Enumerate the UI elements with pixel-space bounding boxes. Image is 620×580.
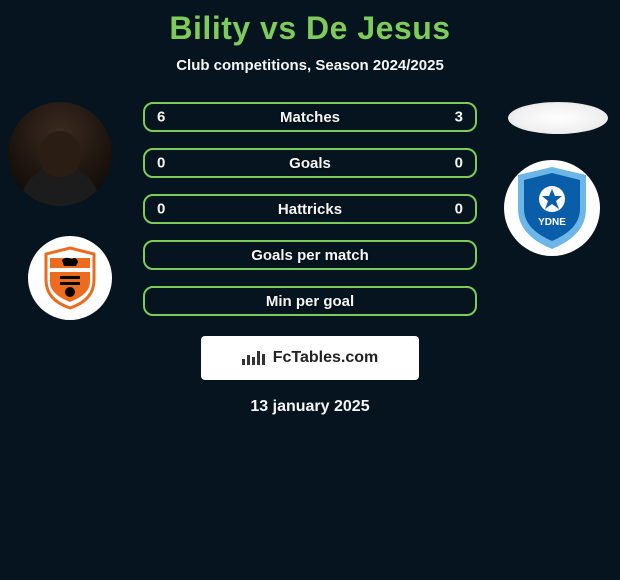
season-subtitle: Club competitions, Season 2024/2025 bbox=[0, 57, 620, 74]
stat-rows: 6 Matches 3 0 Goals 0 0 Hattricks 0 Goal… bbox=[143, 102, 477, 316]
stat-right-value: 3 bbox=[455, 109, 463, 126]
stat-row-min-per-goal: Min per goal bbox=[143, 286, 477, 316]
player-left-avatar bbox=[8, 102, 112, 206]
stat-row-matches: 6 Matches 3 bbox=[143, 102, 477, 132]
stat-left-value: 6 bbox=[157, 109, 165, 126]
stat-left-value: 0 bbox=[157, 201, 165, 218]
comparison-panel: YDNE 6 Matches 3 0 Goals 0 0 Hattricks 0… bbox=[0, 102, 620, 416]
team-right-shield-icon: YDNE bbox=[514, 165, 590, 251]
comparison-title: Bility vs De Jesus bbox=[0, 0, 620, 47]
stat-right-value: 0 bbox=[455, 201, 463, 218]
svg-text:YDNE: YDNE bbox=[538, 217, 566, 228]
snapshot-date: 13 january 2025 bbox=[0, 398, 620, 416]
stat-label: Matches bbox=[280, 109, 340, 126]
bar-chart-icon bbox=[242, 351, 265, 365]
stat-label: Goals per match bbox=[251, 247, 369, 264]
team-left-shield-icon bbox=[42, 246, 98, 310]
stat-label: Hattricks bbox=[278, 201, 342, 218]
brand-text: FcTables.com bbox=[273, 349, 379, 367]
stat-row-hattricks: 0 Hattricks 0 bbox=[143, 194, 477, 224]
stat-label: Min per goal bbox=[266, 293, 354, 310]
stat-right-value: 0 bbox=[455, 155, 463, 172]
stat-left-value: 0 bbox=[157, 155, 165, 172]
stat-row-goals-per-match: Goals per match bbox=[143, 240, 477, 270]
team-right-badge: YDNE bbox=[504, 160, 600, 256]
brand-badge: FcTables.com bbox=[201, 336, 419, 380]
player-right-avatar bbox=[508, 102, 608, 134]
team-left-badge bbox=[28, 236, 112, 320]
stat-row-goals: 0 Goals 0 bbox=[143, 148, 477, 178]
stat-label: Goals bbox=[289, 155, 331, 172]
